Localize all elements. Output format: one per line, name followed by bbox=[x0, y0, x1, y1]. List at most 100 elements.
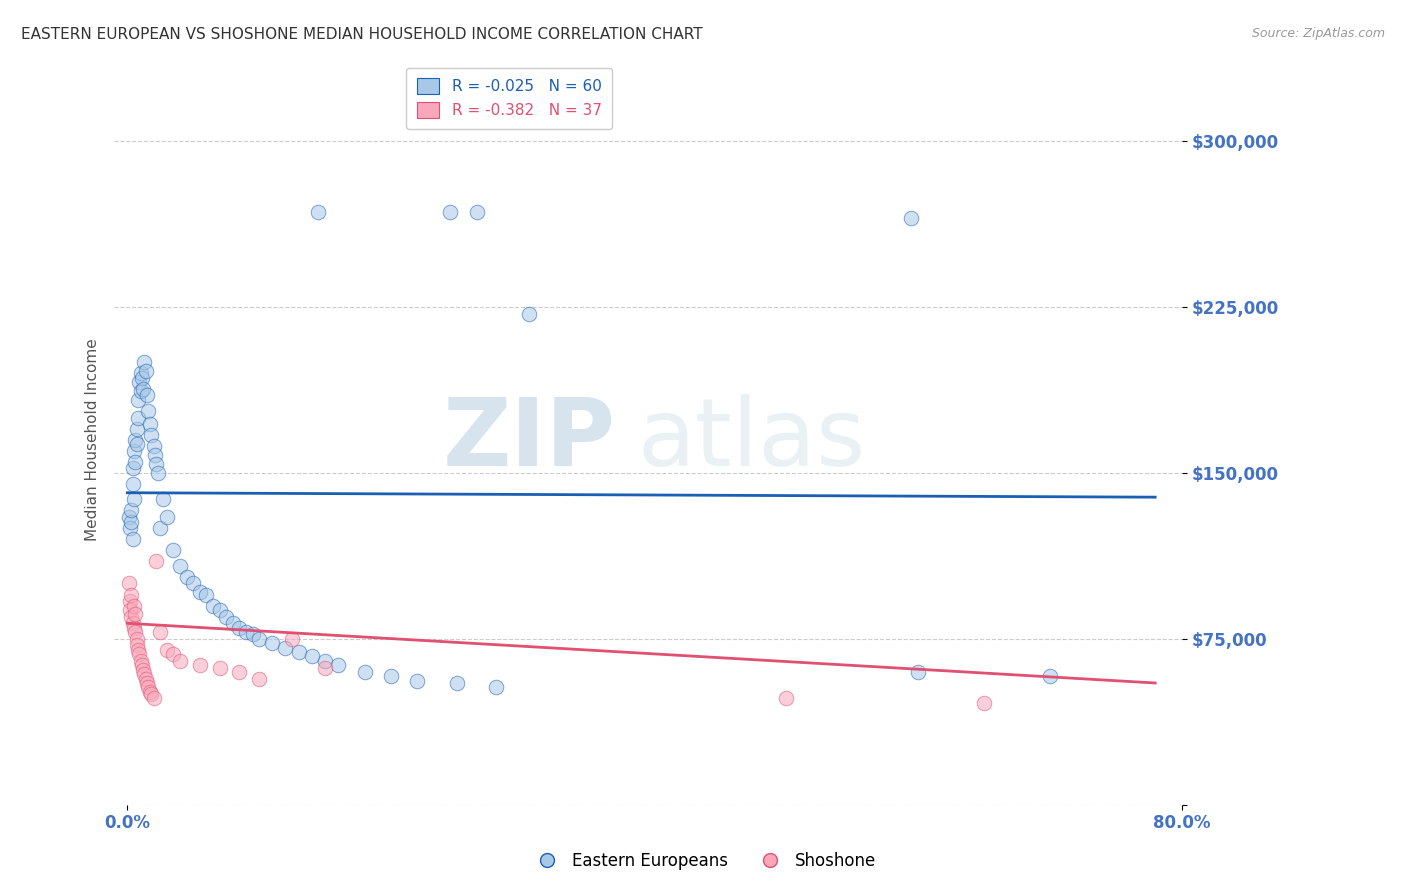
Point bbox=[215, 609, 238, 624]
Point bbox=[118, 510, 141, 524]
Point bbox=[162, 543, 184, 558]
Point bbox=[143, 448, 166, 462]
Point bbox=[195, 587, 218, 601]
Point bbox=[353, 665, 375, 679]
Point bbox=[146, 466, 169, 480]
Point bbox=[127, 410, 149, 425]
Point bbox=[222, 616, 245, 631]
Point bbox=[118, 603, 141, 617]
Point bbox=[129, 366, 152, 380]
Point bbox=[314, 654, 336, 668]
Point bbox=[176, 570, 198, 584]
Point bbox=[142, 691, 165, 706]
Point bbox=[131, 370, 153, 384]
Point bbox=[145, 554, 167, 568]
Point bbox=[900, 211, 922, 226]
Point bbox=[156, 642, 179, 657]
Point bbox=[121, 532, 143, 546]
Point bbox=[132, 382, 155, 396]
Point bbox=[129, 654, 152, 668]
Point bbox=[124, 625, 146, 640]
Point bbox=[149, 625, 172, 640]
Point bbox=[242, 627, 264, 641]
Point bbox=[136, 388, 159, 402]
Point bbox=[202, 599, 225, 613]
Point bbox=[131, 658, 153, 673]
Point bbox=[188, 658, 211, 673]
Point bbox=[125, 437, 148, 451]
Point bbox=[142, 439, 165, 453]
Point bbox=[121, 476, 143, 491]
Point bbox=[120, 503, 142, 517]
Point bbox=[446, 676, 468, 690]
Text: atlas: atlas bbox=[637, 393, 866, 485]
Point bbox=[169, 558, 191, 573]
Point bbox=[775, 691, 797, 706]
Point bbox=[208, 660, 231, 674]
Point bbox=[287, 645, 309, 659]
Point bbox=[124, 433, 146, 447]
Point bbox=[152, 492, 174, 507]
Point bbox=[228, 665, 250, 679]
Text: ZIP: ZIP bbox=[443, 393, 616, 485]
Point bbox=[314, 660, 336, 674]
Point bbox=[122, 599, 145, 613]
Point bbox=[136, 676, 159, 690]
Point bbox=[128, 375, 150, 389]
Point bbox=[118, 576, 141, 591]
Point bbox=[122, 492, 145, 507]
Point bbox=[188, 585, 211, 599]
Point bbox=[149, 521, 172, 535]
Point bbox=[135, 364, 157, 378]
Point bbox=[120, 609, 142, 624]
Point bbox=[127, 392, 149, 407]
Point bbox=[122, 621, 145, 635]
Point bbox=[139, 685, 162, 699]
Text: EASTERN EUROPEAN VS SHOSHONE MEDIAN HOUSEHOLD INCOME CORRELATION CHART: EASTERN EUROPEAN VS SHOSHONE MEDIAN HOUS… bbox=[21, 27, 703, 42]
Point bbox=[247, 632, 270, 646]
Point bbox=[129, 384, 152, 398]
Point bbox=[406, 673, 429, 688]
Point bbox=[262, 636, 284, 650]
Point bbox=[124, 607, 146, 622]
Y-axis label: Median Household Income: Median Household Income bbox=[86, 338, 100, 541]
Point bbox=[301, 649, 323, 664]
Point bbox=[247, 672, 270, 686]
Point bbox=[1039, 669, 1062, 683]
Point bbox=[517, 307, 540, 321]
Point bbox=[127, 642, 149, 657]
Point bbox=[132, 663, 155, 677]
Point bbox=[138, 681, 160, 695]
Point bbox=[135, 672, 157, 686]
Point bbox=[145, 457, 167, 471]
Point bbox=[125, 421, 148, 435]
Point bbox=[162, 647, 184, 661]
Point bbox=[124, 455, 146, 469]
Point bbox=[120, 515, 142, 529]
Point bbox=[138, 404, 160, 418]
Point bbox=[465, 204, 488, 219]
Legend: Eastern Europeans, Shoshone: Eastern Europeans, Shoshone bbox=[523, 846, 883, 877]
Point bbox=[169, 654, 191, 668]
Point bbox=[139, 417, 162, 432]
Point bbox=[125, 639, 148, 653]
Point bbox=[120, 587, 142, 601]
Point bbox=[281, 632, 304, 646]
Point bbox=[156, 510, 179, 524]
Point bbox=[485, 681, 508, 695]
Point bbox=[121, 616, 143, 631]
Point bbox=[139, 428, 162, 442]
Point bbox=[228, 621, 250, 635]
Point bbox=[139, 687, 162, 701]
Point bbox=[274, 640, 297, 655]
Point bbox=[307, 204, 329, 219]
Point bbox=[208, 603, 231, 617]
Point bbox=[439, 204, 461, 219]
Point bbox=[134, 667, 156, 681]
Point bbox=[235, 625, 257, 640]
Point bbox=[328, 658, 350, 673]
Point bbox=[118, 594, 141, 608]
Point bbox=[121, 461, 143, 475]
Point bbox=[118, 521, 141, 535]
Point bbox=[907, 665, 929, 679]
